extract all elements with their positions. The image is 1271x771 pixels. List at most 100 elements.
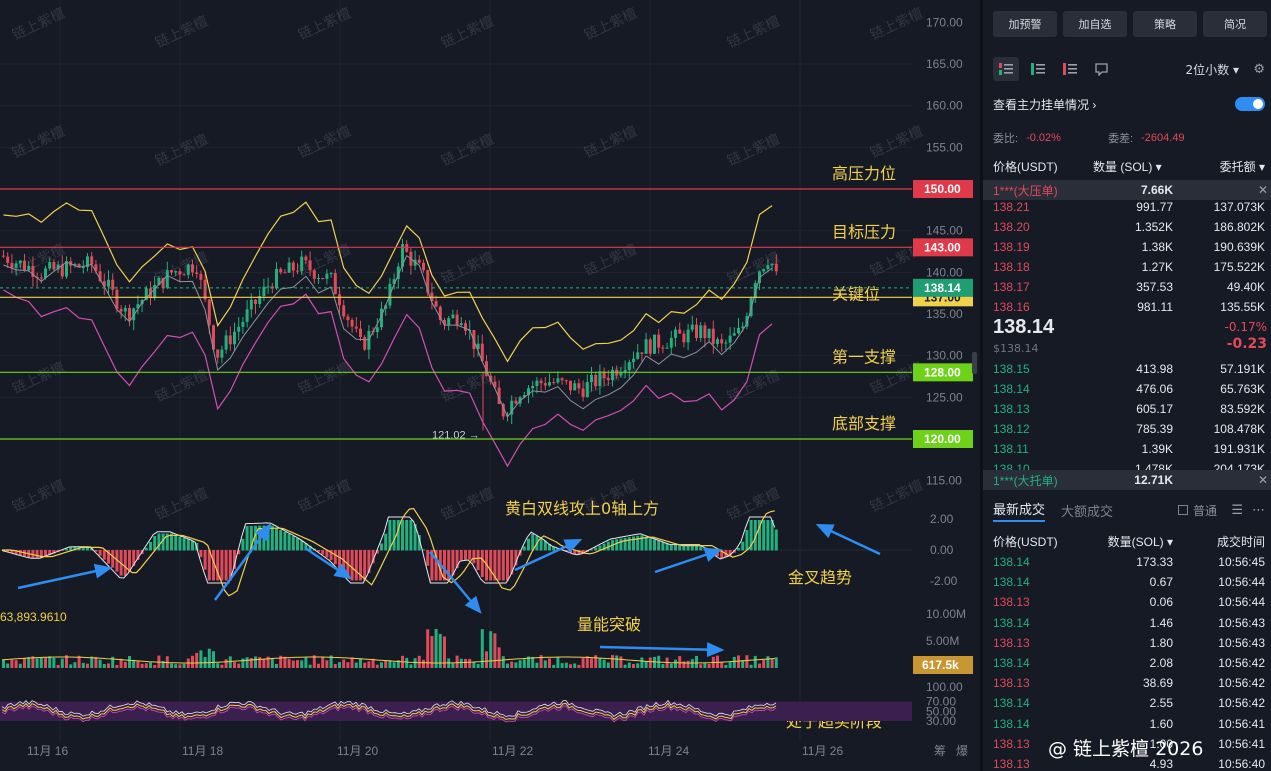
trade-row[interactable]: 138.13 1.00 10:56:41	[993, 737, 1269, 751]
bid-row[interactable]: 138.13 605.17 83.592K	[993, 402, 1269, 416]
ask-total: 186.802K	[1213, 220, 1265, 234]
volume-bar	[590, 658, 593, 668]
total-header[interactable]: 委托额 ▾	[1219, 160, 1265, 174]
ask-row[interactable]: 138.18 1.27K 175.522K	[993, 260, 1269, 274]
volume-bar	[48, 656, 52, 668]
qty-header-label: 数量 (SOL)	[1093, 160, 1153, 174]
candle-body	[728, 335, 732, 343]
trades-tabs: 最新成交 大额成交 普通 ☰ ⋯	[993, 499, 1269, 522]
trade-row[interactable]: 138.14 2.08 10:56:42	[993, 656, 1269, 670]
book-bids-icon[interactable]	[1025, 57, 1051, 81]
volume-bar	[480, 629, 484, 668]
volume-bar	[510, 661, 514, 668]
volume-bar	[485, 651, 488, 668]
ask-row[interactable]: 138.20 1.352K 186.802K	[993, 220, 1269, 234]
ask-row[interactable]: 138.17 357.53 49.40K	[993, 280, 1269, 294]
trade-row[interactable]: 138.13 0.06 10:56:44	[993, 595, 1269, 609]
chart-area[interactable]: 170.00 165.00 160.00 155.00 150.00 145.00 140.…	[0, 0, 977, 771]
trade-row[interactable]: 138.14 1.46 10:56:43	[993, 616, 1269, 630]
candle-body	[228, 335, 232, 345]
current-price-tag-bg	[913, 278, 973, 297]
candle-body	[690, 324, 694, 330]
book-header: 价格(USDT) 数量 (SOL) ▾ 委托额 ▾	[993, 158, 1269, 175]
volume-bar	[115, 664, 119, 668]
volume-bar	[384, 660, 388, 668]
tab-big-trades[interactable]: 大额成交	[1061, 504, 1114, 520]
volume-bar	[682, 661, 686, 668]
ask-row[interactable]: 138.19 1.38K 190.639K	[993, 240, 1269, 254]
normal-checkbox[interactable]: 普通	[1177, 502, 1217, 519]
ask-row[interactable]: 138.16 981.11 135.55K	[993, 300, 1269, 314]
overview-button[interactable]: 简况	[1203, 11, 1267, 37]
level-annotation: 底部支撑	[832, 414, 896, 433]
trade-qty-header[interactable]: 数量(SOL) ▾	[1107, 535, 1173, 549]
trade-row[interactable]: 138.14 2.55 10:56:42	[993, 696, 1269, 710]
candle-body	[724, 342, 728, 344]
kline-chart[interactable]: 170.00 165.00 160.00 155.00 150.00 145.00 140.…	[0, 0, 977, 771]
ask-row[interactable]: 138.21 991.77 137.073K	[993, 200, 1269, 214]
trade-row[interactable]: 138.14 1.60 10:56:41	[993, 717, 1269, 731]
close-icon[interactable]: ✕	[1257, 473, 1268, 487]
macd-tick-label: 2.00	[930, 512, 954, 526]
candle-body	[455, 314, 459, 325]
gear-icon[interactable]: ⚙	[1253, 61, 1265, 77]
big-ask-row[interactable]: 1***(大压单) 7.66K ✕	[983, 180, 1271, 200]
ask-price: 138.21	[993, 200, 1030, 214]
macd-histogram-bar	[149, 541, 152, 551]
candle-body	[195, 272, 199, 274]
trade-row[interactable]: 138.14 0.67 10:56:44	[993, 575, 1269, 589]
depth-icon[interactable]	[1089, 57, 1115, 81]
macd-histogram-bar	[464, 550, 467, 561]
book-asks-icon[interactable]	[1057, 57, 1083, 81]
decimal-select[interactable]: 2位小数 ▾	[1185, 62, 1239, 77]
volume-bar	[371, 658, 375, 668]
trade-row[interactable]: 138.13 4.93 10:56:40	[993, 757, 1269, 771]
book-both-icon[interactable]	[993, 57, 1019, 81]
candle-body	[443, 320, 446, 325]
more-icon[interactable]: ⋯	[1252, 502, 1265, 518]
tab-latest-trades[interactable]: 最新成交	[993, 499, 1046, 522]
trade-quantity: 173.33	[1136, 555, 1173, 569]
trade-row[interactable]: 138.13 1.80 10:56:43	[993, 636, 1269, 650]
macd-histogram-bar	[153, 536, 157, 551]
bid-row[interactable]: 138.14 476.06 65.763K	[993, 382, 1269, 396]
trade-price: 138.13	[993, 736, 1030, 751]
bid-row[interactable]: 138.15 413.98 57.191K	[993, 362, 1269, 376]
watermark-text: 链上紫檀	[296, 5, 354, 44]
close-icon[interactable]: ✕	[1257, 183, 1268, 197]
add-alert-button[interactable]: 加预警	[993, 11, 1057, 37]
volume-bar	[81, 662, 85, 668]
qty-header[interactable]: 数量 (SOL) ▾	[1093, 160, 1162, 174]
bid-row[interactable]: 138.12 785.39 108.478K	[993, 422, 1269, 436]
macd-histogram-bar	[606, 541, 610, 551]
level-tag-text: 143.00	[924, 240, 961, 254]
volume-bar	[86, 663, 89, 668]
volume-bar	[224, 659, 228, 668]
macd-histogram-bar	[510, 550, 514, 575]
price-tick-label: 130.00	[926, 349, 963, 363]
trade-row[interactable]: 138.14 173.33 10:56:45	[993, 555, 1269, 569]
macd-histogram-bar	[216, 550, 220, 581]
bid-total: 83.592K	[1220, 402, 1265, 416]
volume-bar	[699, 664, 703, 668]
ask-quantity: 991.77	[1136, 200, 1173, 214]
filter-icon[interactable]: ☰	[1231, 502, 1243, 518]
trade-quantity: 1.46	[1149, 615, 1173, 630]
arrow-annotation	[213, 522, 272, 601]
chart-annotation-volume: 量能突破	[577, 615, 641, 634]
candle-body	[48, 262, 52, 269]
corner-label: 筹	[934, 744, 946, 758]
volume-bar	[648, 657, 652, 668]
volume-bar	[644, 661, 648, 668]
main-orders-link[interactable]: 查看主力挂单情况 ›	[993, 96, 1269, 113]
trade-row[interactable]: 138.13 38.69 10:56:42	[993, 676, 1269, 690]
add-watchlist-button[interactable]: 加自选	[1063, 11, 1127, 37]
strategy-button[interactable]: 策略	[1133, 11, 1197, 37]
bid-row[interactable]: 138.11 1.39K 191.931K	[993, 442, 1269, 456]
big-bid-row[interactable]: 1***(大托单) 12.71K ✕	[983, 470, 1271, 490]
main-orders-toggle[interactable]	[1235, 97, 1265, 111]
macd-histogram-bar	[459, 550, 463, 561]
volume-bar	[178, 664, 182, 668]
volume-bar	[241, 658, 245, 668]
volume-bar	[770, 658, 774, 668]
